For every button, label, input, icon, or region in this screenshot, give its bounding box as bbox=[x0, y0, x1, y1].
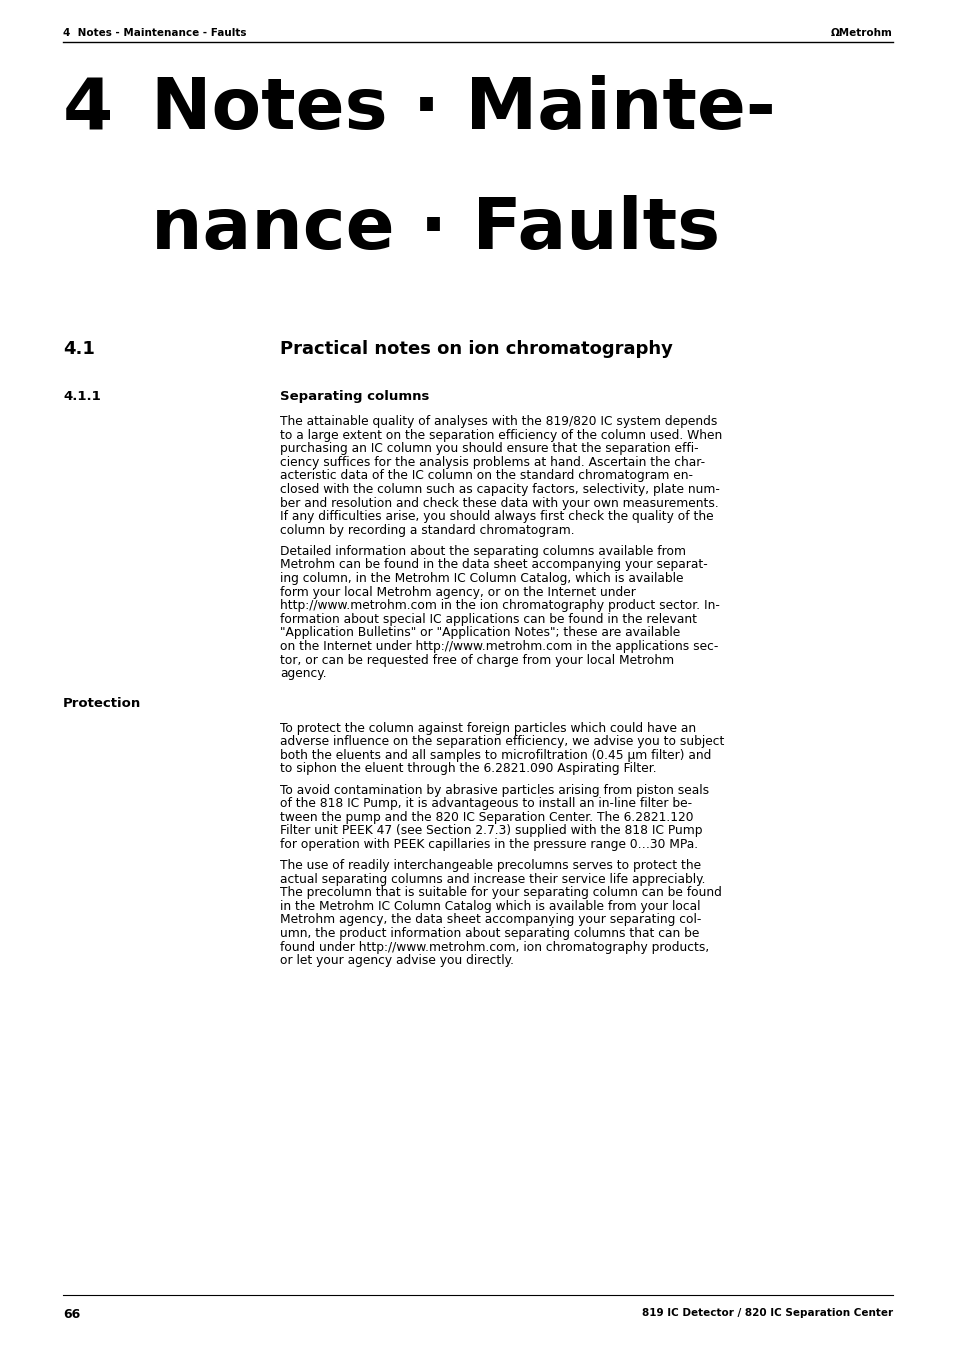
Text: form your local Metrohm agency, or on the Internet under: form your local Metrohm agency, or on th… bbox=[280, 586, 636, 598]
Text: The use of readily interchangeable precolumns serves to protect the: The use of readily interchangeable preco… bbox=[280, 859, 700, 871]
Text: Practical notes on ion chromatography: Practical notes on ion chromatography bbox=[280, 340, 672, 358]
Text: on the Internet under http://www.metrohm.com in the applications sec-: on the Internet under http://www.metrohm… bbox=[280, 640, 718, 653]
Text: If any difficulties arise, you should always first check the quality of the: If any difficulties arise, you should al… bbox=[280, 511, 713, 523]
Text: or let your agency advise you directly.: or let your agency advise you directly. bbox=[280, 954, 514, 967]
Text: to a large extent on the separation efficiency of the column used. When: to a large extent on the separation effi… bbox=[280, 428, 721, 442]
Text: column by recording a standard chromatogram.: column by recording a standard chromatog… bbox=[280, 524, 574, 536]
Text: purchasing an IC column you should ensure that the separation effi-: purchasing an IC column you should ensur… bbox=[280, 442, 698, 455]
Text: agency.: agency. bbox=[280, 667, 326, 681]
Text: acteristic data of the IC column on the standard chromatogram en-: acteristic data of the IC column on the … bbox=[280, 469, 692, 482]
Text: both the eluents and all samples to microfiltration (0.45 μm filter) and: both the eluents and all samples to micr… bbox=[280, 748, 711, 762]
Text: formation about special IC applications can be found in the relevant: formation about special IC applications … bbox=[280, 613, 697, 626]
Text: The attainable quality of analyses with the 819/820 IC system depends: The attainable quality of analyses with … bbox=[280, 415, 717, 428]
Text: Separating columns: Separating columns bbox=[280, 390, 429, 403]
Text: closed with the column such as capacity factors, selectivity, plate num-: closed with the column such as capacity … bbox=[280, 484, 720, 496]
Text: http://www.metrohm.com in the ion chromatography product sector. In-: http://www.metrohm.com in the ion chroma… bbox=[280, 600, 720, 612]
Text: 4  Notes - Maintenance - Faults: 4 Notes - Maintenance - Faults bbox=[63, 28, 246, 38]
Text: Notes · Mainte-: Notes · Mainte- bbox=[151, 76, 775, 145]
Text: To avoid contamination by abrasive particles arising from piston seals: To avoid contamination by abrasive parti… bbox=[280, 784, 708, 797]
Text: tween the pump and the 820 IC Separation Center. The 6.2821.120: tween the pump and the 820 IC Separation… bbox=[280, 811, 693, 824]
Text: 4.1.1: 4.1.1 bbox=[63, 390, 101, 403]
Text: Protection: Protection bbox=[63, 697, 141, 711]
Text: 4: 4 bbox=[63, 76, 113, 145]
Text: found under http://www.metrohm.com, ion chromatography products,: found under http://www.metrohm.com, ion … bbox=[280, 940, 708, 954]
Text: adverse influence on the separation efficiency, we advise you to subject: adverse influence on the separation effi… bbox=[280, 735, 723, 748]
Text: ber and resolution and check these data with your own measurements.: ber and resolution and check these data … bbox=[280, 497, 718, 509]
Text: nance · Faults: nance · Faults bbox=[151, 195, 720, 263]
Text: ciency suffices for the analysis problems at hand. Ascertain the char-: ciency suffices for the analysis problem… bbox=[280, 455, 704, 469]
Text: 819 IC Detector / 820 IC Separation Center: 819 IC Detector / 820 IC Separation Cent… bbox=[641, 1308, 892, 1319]
Text: 66: 66 bbox=[63, 1308, 80, 1321]
Text: to siphon the eluent through the 6.2821.090 Aspirating Filter.: to siphon the eluent through the 6.2821.… bbox=[280, 762, 656, 775]
Text: To protect the column against foreign particles which could have an: To protect the column against foreign pa… bbox=[280, 721, 696, 735]
Text: for operation with PEEK capillaries in the pressure range 0…30 MPa.: for operation with PEEK capillaries in t… bbox=[280, 838, 698, 851]
Text: "Application Bulletins" or "Application Notes"; these are available: "Application Bulletins" or "Application … bbox=[280, 627, 679, 639]
Text: Detailed information about the separating columns available from: Detailed information about the separatin… bbox=[280, 544, 685, 558]
Text: ΩMetrohm: ΩMetrohm bbox=[830, 28, 892, 38]
Text: in the Metrohm IC Column Catalog which is available from your local: in the Metrohm IC Column Catalog which i… bbox=[280, 900, 700, 913]
Text: tor, or can be requested free of charge from your local Metrohm: tor, or can be requested free of charge … bbox=[280, 654, 674, 666]
Text: 4.1: 4.1 bbox=[63, 340, 94, 358]
Text: Filter unit PEEK 47 (see Section 2.7.3) supplied with the 818 IC Pump: Filter unit PEEK 47 (see Section 2.7.3) … bbox=[280, 824, 701, 838]
Text: actual separating columns and increase their service life appreciably.: actual separating columns and increase t… bbox=[280, 873, 705, 886]
Text: The precolumn that is suitable for your separating column can be found: The precolumn that is suitable for your … bbox=[280, 886, 721, 900]
Text: of the 818 IC Pump, it is advantageous to install an in-line filter be-: of the 818 IC Pump, it is advantageous t… bbox=[280, 797, 691, 811]
Text: umn, the product information about separating columns that can be: umn, the product information about separ… bbox=[280, 927, 699, 940]
Text: Metrohm can be found in the data sheet accompanying your separat-: Metrohm can be found in the data sheet a… bbox=[280, 558, 707, 571]
Text: Metrohm agency, the data sheet accompanying your separating col-: Metrohm agency, the data sheet accompany… bbox=[280, 913, 700, 927]
Text: ing column, in the Metrohm IC Column Catalog, which is available: ing column, in the Metrohm IC Column Cat… bbox=[280, 571, 682, 585]
